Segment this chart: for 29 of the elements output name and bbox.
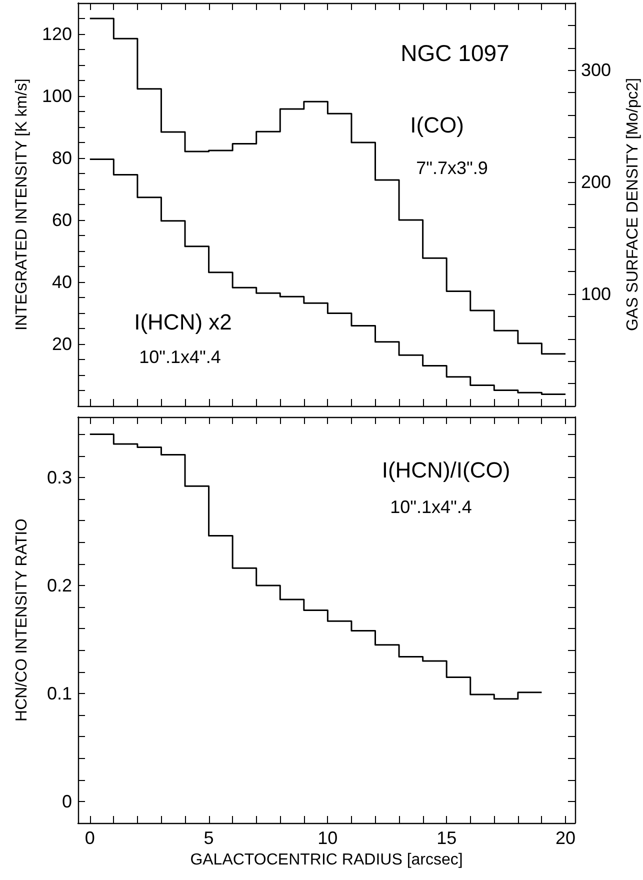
y-tick-label: 120	[42, 24, 72, 44]
y-tick-label: 0	[62, 791, 72, 812]
y-tick-label: 0.3	[46, 467, 72, 488]
y2-tick-label: 100	[581, 284, 612, 304]
x-tick-label: 10	[318, 828, 338, 848]
x-tick-label: 15	[436, 828, 457, 848]
y-tick-label: 100	[42, 86, 72, 106]
series-label: I(HCN) x2	[134, 310, 232, 334]
y2-tick-label: 300	[581, 60, 612, 80]
y-axis-title: HCN/CO INTENSITY RATIO	[14, 518, 30, 722]
x-tick-label: 0	[84, 828, 95, 848]
y-tick-label: 20	[52, 334, 72, 354]
y-axis-title: INTEGRATED INTENSITY [K km/s]	[14, 78, 30, 330]
text: NGC 1097	[400, 40, 510, 66]
text: I(HCN)/I(CO)	[382, 458, 510, 482]
y-tick-label: 40	[52, 272, 72, 292]
y-tick-label: 0.2	[46, 575, 72, 596]
x-tick-label: 20	[555, 828, 576, 848]
x-axis-title: GALACTOCENTRIC RADIUS [arcsec]	[190, 851, 463, 868]
annotation: 10".1x4".4	[390, 497, 472, 517]
y-tick-label: 0.1	[46, 683, 72, 704]
x-tick-label: 5	[204, 828, 214, 848]
y2-tick-label: 200	[581, 172, 612, 192]
y-tick-label: 80	[52, 148, 72, 168]
y2-axis-title: GAS SURFACE DENSITY [Mo/pc2]	[624, 78, 642, 332]
annotation: 7".7x3".9	[416, 158, 488, 178]
series-label: I(CO)	[410, 112, 464, 138]
y-tick-label: 60	[52, 210, 72, 230]
annotation: 10".1x4".4	[139, 347, 221, 367]
